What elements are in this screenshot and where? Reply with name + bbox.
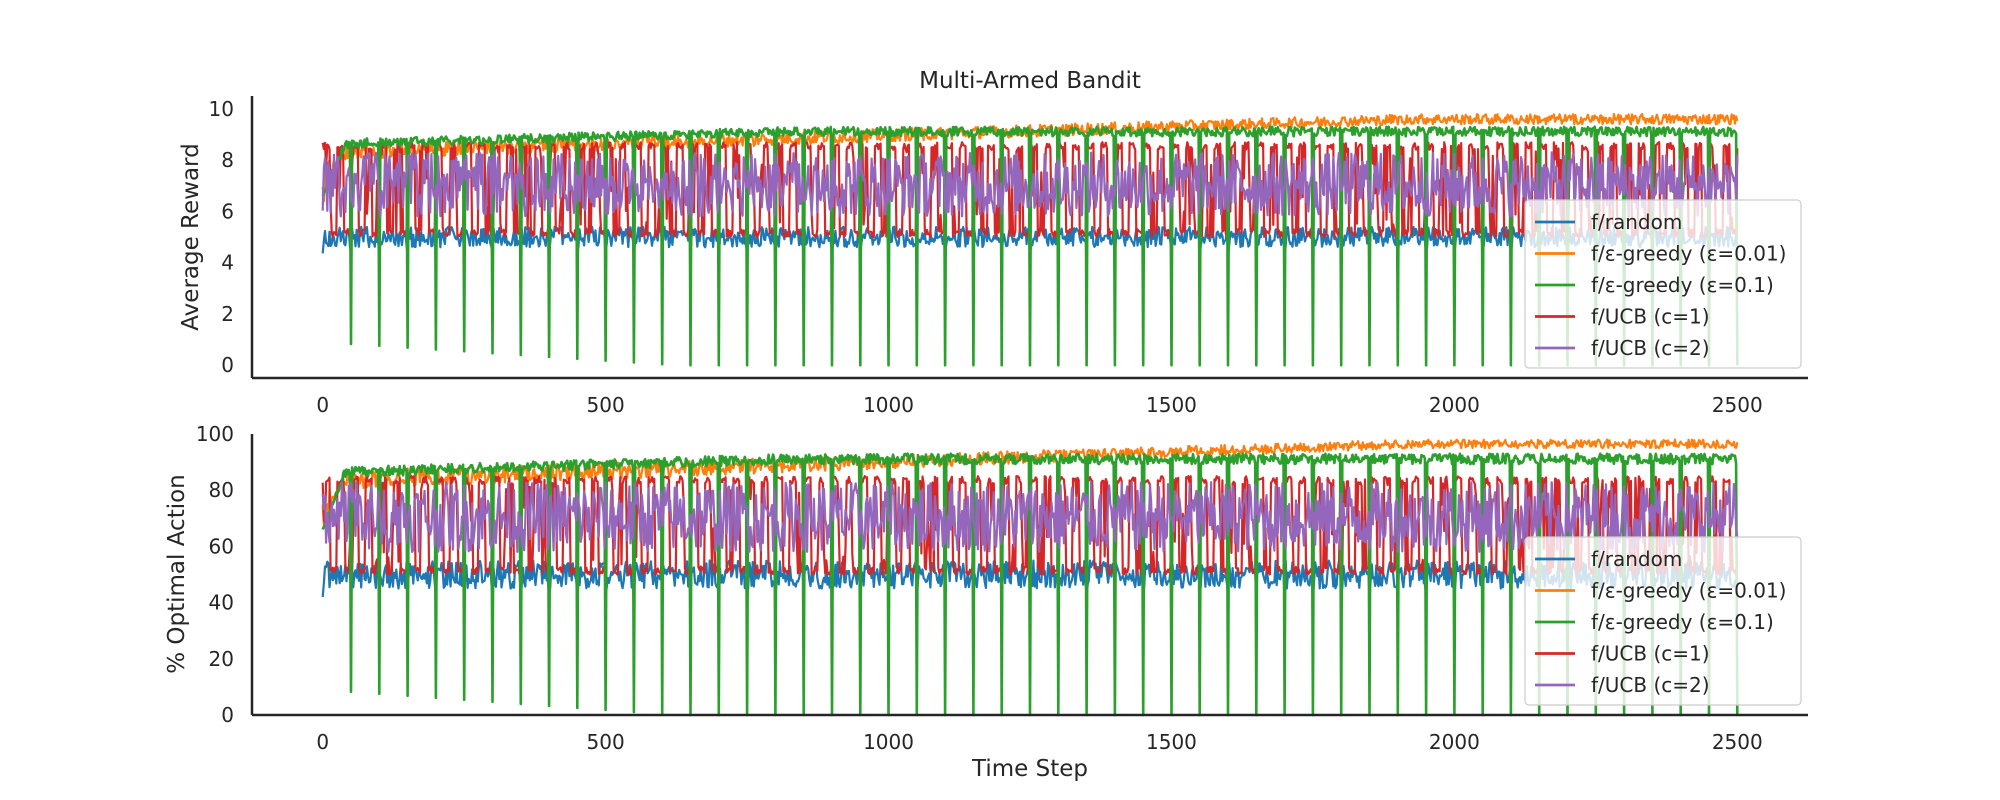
reward-x-tick-label: 500 [587,393,625,417]
reward-legend-label-f-ucb-c-2: f/UCB (c=2) [1591,336,1710,360]
reward-legend-frame [1524,199,1802,369]
optimal-x-ticks: 0 500 1000 1500 2000 2500 [316,730,1762,754]
reward-x-tick-label: 1500 [1146,393,1197,417]
optimal-y-tick-label: 80 [209,478,234,502]
reward-y-tick-label: 0 [221,353,234,377]
x-axis-label: Time Step [971,756,1088,782]
optimal-x-tick-label: 2000 [1429,730,1480,754]
optimal-legend-label-f-ucb-c-1: f/UCB (c=1) [1591,642,1710,666]
reward-legend-label-f-ucb-c-1: f/UCB (c=1) [1591,305,1710,329]
reward-y-tick-label: 2 [221,302,234,326]
reward-y-ticks: 0 2 4 6 8 10 [209,97,234,377]
reward-panel: 0 2 4 6 8 10 0 500 1000 1500 2000 2500 Average Rew… [178,96,1808,417]
optimal-legend-label-f-greedy-0-01: f/ε-greedy (ε=0.01) [1591,579,1787,603]
reward-y-axis-label: Average Reward [178,143,204,330]
optimal-panel: 0 20 40 60 80 100 0 500 1000 1500 2000 2500 % Opti… [164,422,1808,754]
optimal-x-tick-label: 2500 [1712,730,1763,754]
reward-x-tick-label: 1000 [863,393,914,417]
optimal-y-ticks: 0 20 40 60 80 100 [196,422,234,727]
optimal-legend-label-f-greedy-0-1: f/ε-greedy (ε=0.1) [1591,610,1774,634]
reward-x-tick-label: 2500 [1712,393,1763,417]
reward-legend-label-f-greedy-0-1: f/ε-greedy (ε=0.1) [1591,273,1774,297]
optimal-x-tick-label: 1500 [1146,730,1197,754]
optimal-y-tick-label: 40 [209,591,234,615]
optimal-legend: f/random f/ε-greedy (ε=0.01) f/ε-greedy (ε… [1524,536,1802,706]
reward-legend-label-f-random: f/random [1591,210,1682,234]
reward-x-ticks: 0 500 1000 1500 2000 2500 [316,393,1762,417]
optimal-series-layer [321,438,1739,717]
reward-x-tick-label: 2000 [1429,393,1480,417]
optimal-y-tick-label: 60 [209,534,234,558]
optimal-x-tick-label: 1000 [863,730,914,754]
reward-legend: f/random f/ε-greedy (ε=0.01) f/ε-greedy (ε… [1524,199,1802,369]
reward-series-layer [321,112,1739,367]
reward-y-tick-label: 10 [209,97,234,121]
optimal-legend-frame [1524,536,1802,706]
reward-y-tick-label: 4 [221,251,234,275]
reward-series-f-ucb-c-2 [321,151,1739,218]
reward-legend-label-f-greedy-0-01: f/ε-greedy (ε=0.01) [1591,242,1787,266]
optimal-y-tick-label: 20 [209,647,234,671]
reward-y-tick-label: 8 [221,148,234,172]
optimal-y-axis-label: % Optimal Action [164,474,190,674]
optimal-x-tick-label: 500 [587,730,625,754]
optimal-series-f-ucb-c-2 [321,480,1739,554]
optimal-legend-label-f-random: f/random [1591,547,1682,571]
chart-title: Multi-Armed Bandit [919,68,1141,94]
reward-x-tick-label: 0 [316,393,329,417]
optimal-y-tick-label: 100 [196,422,234,446]
optimal-legend-label-f-ucb-c-2: f/UCB (c=2) [1591,673,1710,697]
optimal-x-tick-label: 0 [316,730,329,754]
reward-series-f-greedy-0-1 [321,125,1739,367]
reward-y-tick-label: 6 [221,199,234,223]
optimal-y-tick-label: 0 [221,703,234,727]
